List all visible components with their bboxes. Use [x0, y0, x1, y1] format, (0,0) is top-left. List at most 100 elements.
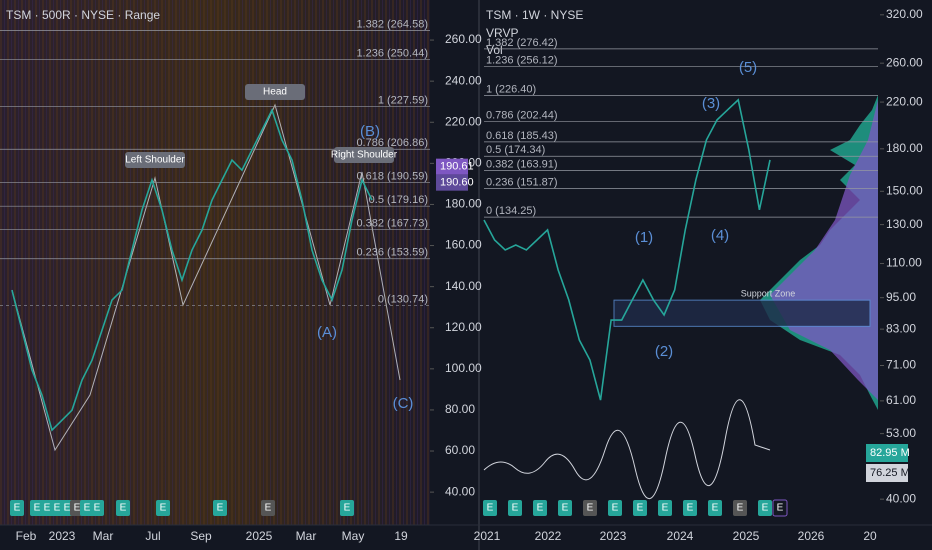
x-tick-label: 2024 [667, 529, 694, 543]
wave-label: (4) [711, 227, 729, 244]
volume-badge [866, 444, 908, 462]
earnings-label: E [34, 503, 41, 514]
fib-label: 0 (134.25) [486, 205, 536, 217]
earnings-badge [90, 500, 104, 516]
earnings-label: E [160, 503, 167, 514]
x-tick-label: Mar [93, 529, 114, 543]
fib-label: 0.786 (202.44) [486, 109, 558, 121]
y-tick-label: 260.00 [445, 32, 482, 46]
x-tick-label: 2021 [474, 529, 501, 543]
fib-label: 0.382 (163.91) [486, 159, 558, 171]
earnings-badge [340, 500, 354, 516]
earnings-badge [483, 500, 497, 516]
earnings-label: E [537, 503, 544, 514]
earnings-badge [558, 500, 572, 516]
volume-badge-label: 82.95 M [870, 447, 910, 459]
x-tick-label: 2025 [733, 529, 760, 543]
fib-label: 0.5 (179.16) [369, 194, 428, 206]
fib-label: 0.786 (206.86) [356, 137, 428, 149]
support-zone [613, 299, 871, 327]
y-tick-label: 220.00 [445, 114, 482, 128]
fib-label: 0.236 (153.59) [356, 247, 428, 259]
earnings-label: E [54, 503, 61, 514]
annotation: Left Shoulder [125, 155, 185, 166]
earnings-label: E [712, 503, 719, 514]
x-tick-label: Feb [16, 529, 37, 543]
earnings-label: E [562, 503, 569, 514]
fib-label: 0 (130.74) [378, 294, 428, 306]
annotation: Head [263, 87, 287, 98]
volume-badge-label: 76.25 M [870, 467, 910, 479]
wave-label: (A) [317, 324, 337, 341]
earnings-label: E [344, 503, 351, 514]
earnings-badge [156, 500, 170, 516]
fib-label: 1.382 (276.42) [486, 37, 558, 49]
y-tick-label: 80.00 [445, 402, 475, 416]
fib-label: 0.5 (174.34) [486, 144, 545, 156]
earnings-label: E [687, 503, 694, 514]
earnings-label: E [662, 503, 669, 514]
y-tick-label: 100.00 [445, 361, 482, 375]
volume-badge [866, 464, 908, 482]
earnings-badge [658, 500, 672, 516]
price-badge-label: 190.61 [440, 161, 474, 173]
x-tick-label: 19 [394, 529, 408, 543]
earnings-label: E [637, 503, 644, 514]
earnings-label: E [84, 503, 91, 514]
earnings-badge [583, 500, 597, 516]
y-tick-label: 95.00 [886, 290, 916, 304]
x-tick-label: Jul [145, 529, 160, 543]
x-tick-label: 2022 [535, 529, 562, 543]
y-tick-label: 180.00 [445, 197, 482, 211]
left-stripes [0, 0, 430, 525]
fib-label: 1 (226.40) [486, 83, 536, 95]
y-tick-label: 260.00 [886, 55, 923, 69]
y-tick-label: 150.00 [886, 183, 923, 197]
earnings-label: E [762, 503, 769, 514]
price-badge-label: 190.60 [440, 177, 474, 189]
earnings-badge [758, 500, 772, 516]
earnings-label: E [487, 503, 494, 514]
earnings-label: E [512, 503, 519, 514]
support-zone-label: Support Zone [741, 289, 796, 299]
x-tick-label: 2023 [600, 529, 627, 543]
earnings-badge [772, 499, 788, 517]
fib-label: 0.618 (185.43) [486, 130, 558, 142]
indicator: VRVP [486, 26, 518, 40]
y-tick-label: 120.00 [445, 320, 482, 334]
x-tick-label: 2025 [246, 529, 273, 543]
earnings-label: E [120, 503, 127, 514]
annotation-box [125, 152, 185, 168]
y-tick-label: 61.00 [886, 393, 916, 407]
earnings-badge [533, 500, 547, 516]
earnings-label: E [74, 503, 81, 514]
y-tick-label: 320.00 [886, 7, 923, 21]
y-tick-label: 220.00 [886, 94, 923, 108]
earnings-badge [10, 500, 24, 516]
earnings-badge [683, 500, 697, 516]
indicator: Vol [486, 43, 503, 57]
y-tick-label: 130.00 [886, 217, 923, 231]
y-tick-label: 60.00 [445, 443, 475, 457]
earnings-label: E [64, 503, 71, 514]
annotation-box [245, 84, 305, 100]
y-tick-label: 53.00 [886, 426, 916, 440]
earnings-badge [261, 500, 275, 516]
fib-label: 1 (227.59) [378, 95, 428, 107]
y-tick-label: 160.00 [445, 238, 482, 252]
fib-label: 0.236 (151.87) [486, 176, 558, 188]
earnings-badge [608, 500, 622, 516]
price-line [483, 98, 771, 401]
earnings-label: E [612, 503, 619, 514]
earnings-label: E [265, 503, 272, 514]
volume-line [483, 399, 771, 500]
y-tick-label: 240.00 [445, 73, 482, 87]
y-tick-label: 180.00 [886, 141, 923, 155]
earnings-badge [633, 500, 647, 516]
y-tick-label: 83.00 [886, 321, 916, 335]
wave-label: (5) [739, 59, 757, 76]
x-tick-label: May [342, 529, 365, 543]
y-tick-label: 140.00 [445, 279, 482, 293]
